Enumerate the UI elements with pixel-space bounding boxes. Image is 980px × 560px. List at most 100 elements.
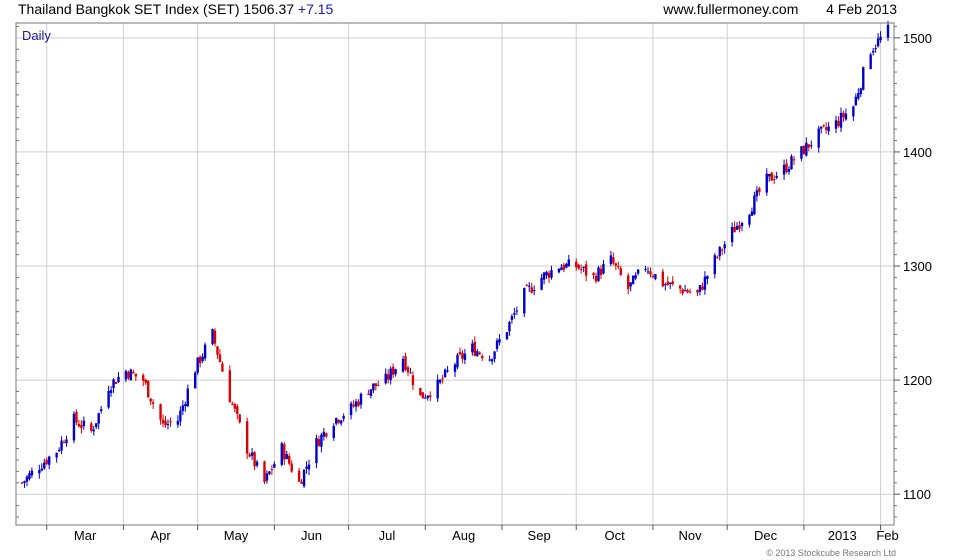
candle-body [283,444,286,460]
candle-body [77,424,81,427]
x-tick-label: Nov [678,528,702,543]
candle-body [302,469,306,487]
candle-body [228,370,232,403]
candle-body [671,281,674,284]
candle-body [654,274,657,280]
last-price: 1506.37 [243,1,295,17]
candle-body [879,36,882,41]
candle-body [837,120,840,126]
candle-body [619,268,622,275]
candle-body [367,393,370,395]
candle-body [342,416,345,419]
candle-body [844,113,848,120]
candle-body [253,452,256,467]
candle-body [688,291,692,293]
candle-body [72,413,76,441]
candle-body [164,420,167,426]
candle-body [854,96,858,106]
candle-body [288,455,291,464]
candle-body [75,411,78,423]
candle-body [547,272,551,278]
candle-body [839,112,843,128]
candle-body [161,419,165,424]
candle-body [250,452,254,456]
candle-body [218,354,222,362]
candle-body [297,470,301,482]
candle-body [510,316,514,320]
candle-body [859,88,862,95]
candle-body [97,413,100,424]
candle-body [636,269,640,274]
candle-body [426,395,429,398]
candle-body [703,276,707,290]
candles [20,20,890,488]
price-change: +7.15 [297,1,334,17]
candle-body [28,473,31,480]
candle-body [255,461,259,466]
candle-body [112,379,115,389]
candle-body [842,112,845,118]
candle-body [824,127,828,130]
candle-body [411,375,415,386]
candle-body [768,174,771,177]
candle-body [389,368,392,381]
candle-body [184,404,187,407]
candle-body [186,388,189,407]
candle-body [20,482,24,484]
candle-body [245,421,249,454]
candle-body [307,464,311,470]
candle-body [401,358,405,372]
candle-body [515,310,519,312]
candle-body [404,356,407,370]
copyright-notice: © 2013 Stockcube Research Ltd [766,548,896,558]
candle-body [721,249,724,251]
candle-body [871,50,875,53]
x-tick-label: Mar [74,528,97,543]
candle-body [785,163,788,173]
candle-body [481,355,484,359]
candle-body [65,439,68,444]
candle-body [117,376,120,383]
candle-body [216,346,219,355]
candle-body [810,145,813,147]
candle-body [478,352,481,354]
candle-body [107,390,110,408]
candle-body [649,271,652,275]
candle-body [377,384,380,386]
candle-body [817,128,820,148]
candle-body [631,275,635,285]
candle-body [60,440,63,451]
candle-body [317,439,321,447]
candle-body [634,275,637,279]
candle-body [134,373,138,377]
candle-body [706,275,709,280]
candle-body [179,410,182,422]
axis-ticks: 1100 1200 1300 1400 1500 Mar Apr May Jun Jul Aug Se… [16,25,932,543]
candle-body [805,142,808,156]
candle-body [523,287,526,314]
x-tick-label: Aug [452,528,475,543]
candle-body [758,188,761,193]
candle-body [99,409,103,412]
candle-body [575,261,578,268]
candle-body [144,379,147,383]
candle-body [265,473,269,481]
candle-body [592,273,595,276]
chart-date: 4 Feb 2013 [826,1,897,17]
candle-body [166,423,170,425]
candle-body [730,226,734,243]
website-link[interactable]: www.fullermoney.com [663,1,799,17]
candle-body [305,466,308,469]
x-tick-label: Dec [754,528,778,543]
x-tick-label: Feb [876,528,898,543]
candle-body [40,468,43,471]
candle-body [490,359,494,362]
candle-body [438,379,442,383]
candle-body [406,367,410,373]
candle-body [176,420,180,425]
candle-body [473,341,476,356]
candle-body [584,264,588,276]
candle-body [698,285,702,292]
candle-body [834,120,838,129]
candle-body [495,340,499,349]
